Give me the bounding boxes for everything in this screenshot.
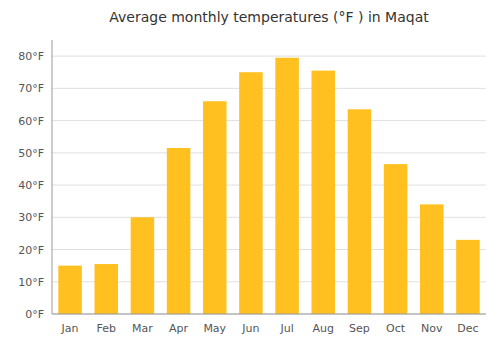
grid <box>52 56 486 314</box>
x-tick-label: Nov <box>421 322 443 335</box>
grid-line <box>52 152 486 153</box>
x-tick-label: Oct <box>386 322 406 335</box>
bar <box>420 204 444 314</box>
y-tick-label: 30°F <box>18 211 44 224</box>
grid-line <box>52 120 486 121</box>
y-tick-label: 40°F <box>18 179 44 192</box>
y-tick-label: 0°F <box>25 308 44 321</box>
bar <box>239 72 263 314</box>
x-tick-label: Jun <box>241 322 259 335</box>
bar <box>384 164 408 314</box>
y-tick-label: 80°F <box>18 50 44 63</box>
x-tick-label: Apr <box>169 322 189 335</box>
x-tick-label: Mar <box>132 322 153 335</box>
y-tick-label: 60°F <box>18 115 44 128</box>
y-tick-label: 20°F <box>18 244 44 257</box>
grid-line <box>52 88 486 89</box>
y-axis-line <box>52 40 53 314</box>
bar <box>456 240 480 314</box>
grid-line <box>52 185 486 186</box>
chart-container: Average monthly temperatures (°F ) in Ma… <box>0 0 500 350</box>
bar <box>167 148 191 314</box>
x-tick-label: Aug <box>313 322 334 335</box>
x-tick-label: Feb <box>97 322 116 335</box>
chart-svg: Average monthly temperatures (°F ) in Ma… <box>0 0 500 350</box>
x-tick-label: May <box>203 322 226 335</box>
x-tick-label: Jul <box>279 322 293 335</box>
bar <box>58 266 82 314</box>
y-tick-label: 50°F <box>18 147 44 160</box>
bar <box>275 58 299 314</box>
bars <box>58 58 479 314</box>
bar <box>311 71 335 314</box>
grid-line <box>52 56 486 57</box>
x-tick-label: Dec <box>457 322 478 335</box>
y-tick-label: 10°F <box>18 276 44 289</box>
x-tick-label: Sep <box>349 322 370 335</box>
bar <box>94 264 118 314</box>
grid-line <box>52 314 486 315</box>
bar <box>131 217 155 314</box>
x-tick-label: Jan <box>61 322 79 335</box>
bar <box>203 101 227 314</box>
y-tick-label: 70°F <box>18 82 44 95</box>
x-axis-line <box>52 314 486 315</box>
bar <box>348 109 372 314</box>
chart-title: Average monthly temperatures (°F ) in Ma… <box>109 9 429 25</box>
